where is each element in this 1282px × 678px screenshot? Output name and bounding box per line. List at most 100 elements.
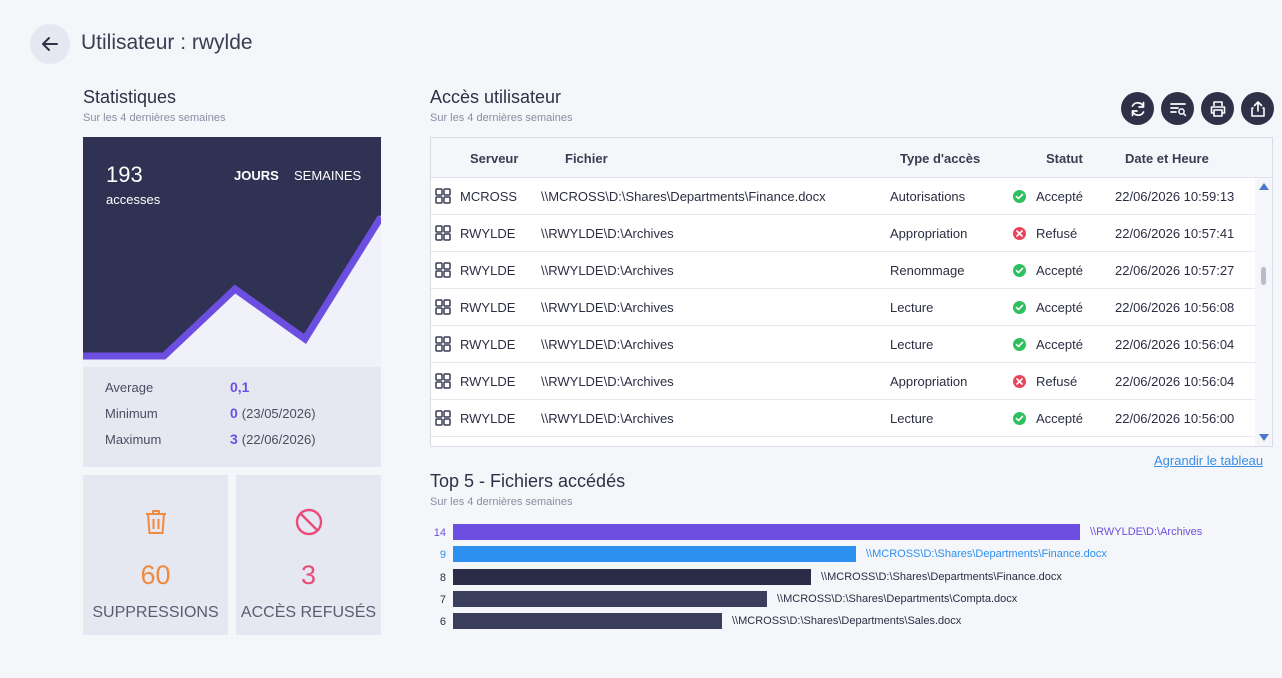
table-row[interactable]: RWYLDE \\RWYLDE\D:\Archives Appropriation R… xyxy=(431,363,1255,400)
bar[interactable] xyxy=(453,590,767,607)
cell-type: Appropriation xyxy=(890,374,968,389)
bar-label[interactable]: \\MCROSS\D:\Shares\Departments\Finance.d… xyxy=(821,570,1062,583)
table-row[interactable]: RWYLDE \\RWYLDE\D:\Archives Renommage Accep… xyxy=(431,252,1255,289)
cell-type: Lecture xyxy=(890,300,934,315)
maximum-date: (22/06/2026) xyxy=(241,432,316,447)
stats-title: Statistiques xyxy=(83,87,177,107)
access-count-label: accesses xyxy=(106,192,161,207)
cell-file: \\RWYLDE\D:\Archives xyxy=(541,411,674,426)
minimum-label: Minimum xyxy=(105,406,158,421)
cell-server: RWYLDE xyxy=(460,226,516,241)
forbidden-icon xyxy=(295,508,322,536)
cell-server: RWYLDE xyxy=(460,263,516,278)
denied-label: ACCÈS REFUSÉS xyxy=(240,604,377,621)
average-label: Average xyxy=(105,380,154,395)
cell-datetime: 22/06/2026 10:56:04 xyxy=(1115,374,1235,389)
bar-value: 6 xyxy=(439,616,446,629)
cell-server: RWYLDE xyxy=(460,337,516,352)
cell-status: Refusé xyxy=(1036,226,1078,241)
scroll-down-icon[interactable] xyxy=(1259,434,1269,441)
refresh-button[interactable] xyxy=(1121,92,1154,125)
access-title: Accès utilisateur xyxy=(430,87,562,107)
x-circle-icon xyxy=(1013,375,1026,388)
filter-search-icon xyxy=(1169,102,1186,116)
bar-label[interactable]: \\RWYLDE\D:\Archives xyxy=(1090,526,1203,538)
top-files-title: Top 5 - Fichiers accédés xyxy=(430,471,626,491)
arrow-left-icon xyxy=(42,37,58,51)
col-datetime[interactable]: Date et Heure xyxy=(1125,151,1209,166)
cell-status: Refusé xyxy=(1036,374,1078,389)
filter-search-button[interactable] xyxy=(1161,92,1194,125)
access-count: 193 xyxy=(106,162,143,187)
table-scrollbar[interactable] xyxy=(1255,178,1272,446)
table-row[interactable]: RWYLDE \\RWYLDE\D:\Archives Lecture Accepté… xyxy=(431,289,1255,326)
denied-tile[interactable]: 3 ACCÈS REFUSÉS xyxy=(236,475,381,635)
bar[interactable] xyxy=(453,546,856,563)
cell-server: MCROSS xyxy=(460,189,518,204)
minimum-value: 0 xyxy=(230,405,238,421)
table-row[interactable]: RWYLDE \\RWYLDE\D:\Archives Lecture Accepté… xyxy=(431,400,1255,437)
print-button[interactable] xyxy=(1201,92,1234,125)
server-icon xyxy=(435,299,451,318)
bar-value: 14 xyxy=(433,527,446,539)
cell-file: \\RWYLDE\D:\Archives xyxy=(541,337,674,352)
bar-value: 8 xyxy=(439,571,446,584)
check-circle-icon xyxy=(1013,301,1026,314)
back-button[interactable] xyxy=(30,24,70,64)
cell-status: Accepté xyxy=(1036,411,1083,426)
cell-datetime: 22/06/2026 10:56:04 xyxy=(1115,337,1235,352)
deletions-value: 60 xyxy=(140,560,171,590)
stats-chart: 193 accesses JOURS SEMAINES xyxy=(83,137,381,367)
bar[interactable] xyxy=(453,524,1080,540)
bar-label[interactable]: \\MCROSS\D:\Shares\Departments\Compta.do… xyxy=(777,592,1018,605)
scroll-up-icon[interactable] xyxy=(1259,183,1269,190)
stats-summary: Average 0,1 Minimum 0 (23/05/2026) Maximu… xyxy=(83,367,381,467)
cell-datetime: 22/06/2026 10:59:13 xyxy=(1115,189,1235,204)
average-value: 0,1 xyxy=(230,379,250,395)
toggle-days[interactable]: JOURS xyxy=(234,168,279,183)
bar[interactable] xyxy=(453,613,722,630)
toggle-weeks[interactable]: SEMAINES xyxy=(294,168,362,183)
col-server[interactable]: Serveur xyxy=(470,151,519,166)
cell-file: \\RWYLDE\D:\Archives xyxy=(541,374,674,389)
deletions-tile[interactable]: 60 SUPPRESSIONS xyxy=(83,475,228,635)
cell-status: Accepté xyxy=(1036,337,1083,352)
cell-type: Appropriation xyxy=(890,226,968,241)
bar-label[interactable]: \\MCROSS\D:\Shares\Departments\Finance.d… xyxy=(866,548,1107,561)
table-header: Serveur Fichier Type d'accès Statut Date… xyxy=(431,138,1272,178)
cell-server: RWYLDE xyxy=(460,300,516,315)
table-row[interactable]: RWYLDE \\RWYLDE\D:\Archives Lecture Accepté… xyxy=(431,326,1255,363)
cell-status: Accepté xyxy=(1036,263,1083,278)
server-icon xyxy=(435,225,451,244)
cell-status: Accepté xyxy=(1036,189,1083,204)
check-circle-icon xyxy=(1013,338,1026,351)
col-type[interactable]: Type d'accès xyxy=(900,151,981,166)
col-file[interactable]: Fichier xyxy=(565,151,608,166)
access-table: Serveur Fichier Type d'accès Statut Date… xyxy=(430,137,1273,447)
maximum-value: 3 xyxy=(230,431,238,447)
check-circle-icon xyxy=(1013,412,1026,425)
top-files-subtitle: Sur les 4 dernières semaines xyxy=(430,496,573,508)
refresh-icon xyxy=(1131,101,1144,116)
scroll-thumb[interactable] xyxy=(1261,267,1266,285)
cell-datetime: 22/06/2026 10:57:27 xyxy=(1115,263,1235,278)
table-row[interactable]: MCROSS \\MCROSS\D:\Shares\Departments\Fin… xyxy=(431,178,1255,215)
cell-datetime: 22/06/2026 10:57:41 xyxy=(1115,226,1235,241)
expand-table-link[interactable]: Agrandir le tableau xyxy=(1154,453,1264,468)
bar[interactable] xyxy=(453,568,811,585)
check-circle-icon xyxy=(1013,190,1026,203)
bar-label[interactable]: \\MCROSS\D:\Shares\Departments\Sales.doc… xyxy=(732,615,962,628)
table-row[interactable]: RWYLDE \\RWYLDE\D:\Archives Appropriation R… xyxy=(431,215,1255,252)
col-status[interactable]: Statut xyxy=(1046,151,1083,166)
cell-file: \\RWYLDE\D:\Archives xyxy=(541,300,674,315)
server-icon xyxy=(435,262,451,281)
server-icon xyxy=(435,410,451,429)
stats-subtitle: Sur les 4 dernières semaines xyxy=(83,112,226,124)
cell-datetime: 22/06/2026 10:56:00 xyxy=(1115,411,1235,426)
bar-value: 7 xyxy=(439,593,446,606)
export-button[interactable] xyxy=(1241,92,1274,125)
stats-trend-chart xyxy=(83,137,381,360)
cell-server: RWYLDE xyxy=(460,374,516,389)
server-icon xyxy=(435,336,451,355)
page-title: Utilisateur : rwylde xyxy=(81,31,253,54)
